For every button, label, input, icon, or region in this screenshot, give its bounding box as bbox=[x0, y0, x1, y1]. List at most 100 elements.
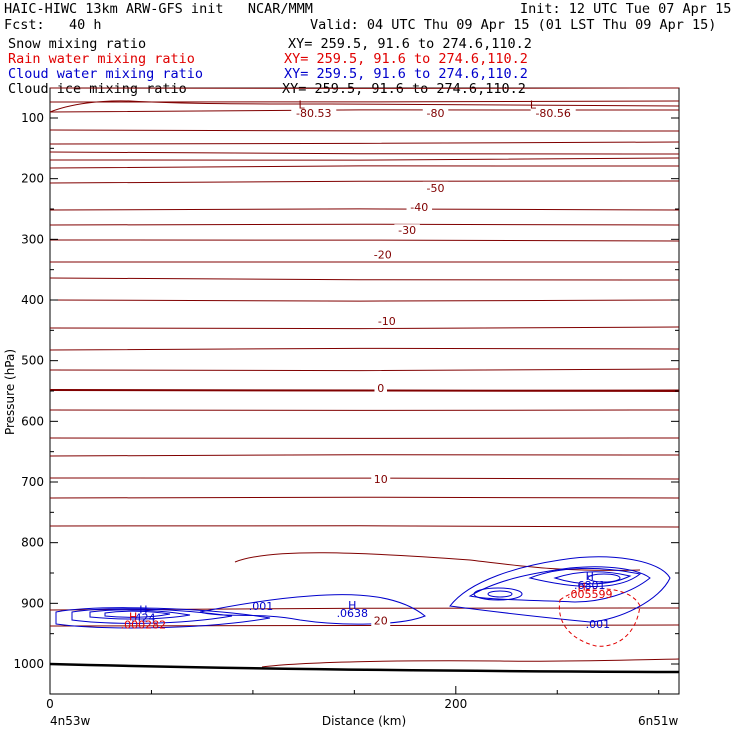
temperature-label: -30 bbox=[398, 224, 416, 237]
cloud-water-contour bbox=[55, 607, 271, 629]
model-title: HAIC-HIWC 13km ARW-GFS init NCAR/MMM bbox=[4, 1, 313, 17]
cloud-water-contour bbox=[587, 573, 621, 583]
isotherm-line bbox=[49, 165, 680, 169]
isotherm-line bbox=[49, 223, 680, 226]
isotherm-line bbox=[49, 180, 680, 184]
label-backdrop bbox=[371, 614, 391, 627]
temperature-label: -50 bbox=[427, 182, 445, 195]
isotherm-line bbox=[49, 141, 680, 145]
legend-snow-label: Snow mixing ratio bbox=[8, 36, 147, 52]
init-time: Init: 12 UTC Tue 07 Apr 15 bbox=[520, 1, 732, 17]
temperature-label: -20 bbox=[374, 249, 392, 262]
y-tick-label: 100 bbox=[21, 111, 44, 125]
surface-line bbox=[49, 662, 680, 674]
label-backdrop bbox=[530, 107, 576, 120]
cloud-water-label: .001 bbox=[586, 618, 611, 631]
legend-cloud-ice-label: Cloud ice mixing ratio bbox=[8, 81, 187, 97]
extremum-label: H bbox=[577, 580, 585, 593]
cloud-water-contour bbox=[89, 609, 191, 620]
y-tick-label: 800 bbox=[21, 536, 44, 550]
y-tick-label: 1000 bbox=[13, 657, 44, 671]
isotherm-line bbox=[49, 496, 680, 499]
isotherm-line bbox=[49, 109, 680, 113]
extremum-label: H bbox=[586, 570, 594, 583]
isotherm-line bbox=[49, 151, 680, 155]
label-backdrop bbox=[374, 315, 400, 328]
label-backdrop bbox=[422, 107, 449, 120]
label-backdrop bbox=[406, 201, 433, 214]
legend-cloud-water-xy: XY= 259.5, 91.6 to 274.6,110.2 bbox=[284, 66, 528, 82]
y-tick-label: 700 bbox=[21, 475, 44, 489]
cloud-water-label: .6801 bbox=[574, 579, 606, 592]
temperature-label: -10 bbox=[378, 315, 396, 328]
extremum-label: H bbox=[348, 599, 356, 612]
extremum-label: L bbox=[530, 99, 537, 112]
cloud-water-contour bbox=[71, 608, 233, 624]
y-tick-label: 900 bbox=[21, 596, 44, 610]
y-tick-label: 500 bbox=[21, 354, 44, 368]
isotherm-line bbox=[49, 326, 680, 330]
isotherm-line bbox=[49, 239, 680, 242]
temperature-label: 0 bbox=[377, 382, 384, 395]
extremum-label: H bbox=[139, 603, 147, 616]
legend-rain-label: Rain water mixing ratio bbox=[8, 51, 195, 67]
cloud-water-contour bbox=[528, 567, 642, 588]
isotherm-line bbox=[49, 277, 680, 281]
isotherm-line bbox=[49, 157, 680, 161]
rain-label: .000282 bbox=[121, 619, 167, 632]
isotherm-line bbox=[49, 129, 680, 132]
label-backdrop bbox=[371, 472, 391, 485]
distance-axis: 0 200 bbox=[46, 686, 660, 711]
isotherm-line bbox=[49, 208, 680, 211]
x-axis-label: Distance (km) bbox=[322, 714, 406, 728]
legend-snow-xy: XY= 259.5, 91.6 to 274.6,110.2 bbox=[288, 36, 532, 52]
label-backdrop bbox=[422, 181, 449, 194]
temperature-label: 10 bbox=[374, 473, 388, 486]
isotherm-lines bbox=[49, 87, 680, 674]
isotherm-line bbox=[49, 299, 680, 302]
isotherm-line bbox=[49, 477, 680, 480]
isotherm-line bbox=[49, 347, 680, 351]
cloud-water-contour bbox=[449, 556, 671, 623]
isotherm-line bbox=[49, 368, 680, 372]
x-tick-label: 0 bbox=[46, 697, 54, 711]
cloud-water-contour bbox=[473, 587, 523, 601]
cloud-water-contour bbox=[487, 590, 513, 598]
isotherm-line bbox=[261, 658, 680, 668]
y-axis-label: Pressure (hPa) bbox=[3, 349, 17, 435]
y-tick-label: 200 bbox=[21, 172, 44, 186]
temperature-label: 20 bbox=[374, 614, 388, 627]
x-right-label: 6n51w bbox=[638, 714, 679, 728]
extremum-label: L bbox=[299, 99, 306, 112]
cloud-water-contour bbox=[468, 566, 651, 603]
x-left-label: 4n53w bbox=[50, 714, 91, 728]
temperature-label: -40 bbox=[410, 201, 428, 214]
extremum-label: H bbox=[129, 611, 137, 624]
label-backdrop bbox=[291, 107, 337, 120]
rain-contour bbox=[558, 588, 641, 647]
cloud-water-label: .001 bbox=[249, 600, 274, 613]
isotherm-line bbox=[49, 100, 680, 113]
cloud-water-contour bbox=[199, 594, 426, 625]
legend-rain-xy: XY= 259.5, 91.6 to 274.6,110.2 bbox=[284, 51, 528, 67]
isotherm-line bbox=[49, 525, 680, 528]
isotherm-line bbox=[49, 624, 680, 627]
forecast-hour: Fcst: 40 h bbox=[4, 17, 102, 33]
legend-cloud-ice-xy: XY= 259.5, 91.6 to 274.6,110.2 bbox=[282, 81, 526, 97]
label-backdrop bbox=[370, 248, 396, 261]
temperature-label: -80.53 bbox=[296, 107, 331, 120]
temperature-label: -80 bbox=[427, 107, 445, 120]
x-tick-label: 200 bbox=[444, 697, 467, 711]
y-tick-label: 600 bbox=[21, 414, 44, 428]
cloud-water-contour bbox=[553, 571, 632, 585]
legend-cloud-water-label: Cloud water mixing ratio bbox=[8, 66, 204, 82]
isotherm-line bbox=[49, 454, 680, 457]
label-backdrop bbox=[374, 381, 387, 394]
isotherm-line bbox=[234, 552, 641, 571]
cloud-water-contour bbox=[104, 610, 171, 618]
cloud-contours bbox=[55, 556, 671, 647]
isotherm-line bbox=[49, 100, 680, 103]
rain-label: .005599 bbox=[567, 588, 613, 601]
